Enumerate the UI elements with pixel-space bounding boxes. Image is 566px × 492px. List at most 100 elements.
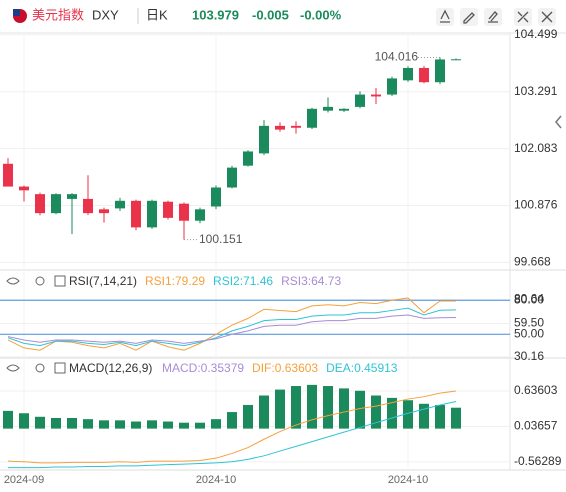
tool-button[interactable] <box>484 8 502 26</box>
y-tick-label: 0.63603 <box>514 383 558 397</box>
macd-line <box>7 390 457 464</box>
change: -0.005 <box>252 7 289 22</box>
candle-body <box>403 67 413 81</box>
candle-body <box>115 200 125 209</box>
eye-icon[interactable] <box>6 364 20 372</box>
candle-body <box>163 201 173 218</box>
rsi-title: RSI(7,14,21) <box>69 274 137 288</box>
gear-icon[interactable] <box>35 276 45 286</box>
y-tick-label: 99.668 <box>514 255 551 269</box>
legend-entry: DEA:0.45913 <box>326 361 398 375</box>
gear-icon[interactable] <box>35 363 45 373</box>
price: 103.979 <box>192 7 239 22</box>
y-tick-label: 0.03657 <box>514 419 558 433</box>
tool-icon <box>517 11 529 23</box>
collapse-arrow[interactable] <box>555 115 562 129</box>
macd-bar <box>323 386 333 429</box>
macd-bar <box>115 420 125 429</box>
candle-body <box>83 198 93 214</box>
candle-body <box>339 108 349 111</box>
macd-bar <box>99 420 109 429</box>
macd-bar <box>195 422 205 429</box>
annotation: 100.151 <box>199 232 243 246</box>
candle-body <box>19 186 29 191</box>
period[interactable]: 日K <box>146 7 168 22</box>
macd-bar <box>451 407 461 429</box>
toolbar <box>436 8 556 26</box>
symbol: DXY <box>92 7 119 22</box>
rsi-line <box>7 307 457 347</box>
legend-entry: RSI2:71.46 <box>213 274 273 288</box>
legend-entry: RSI1:79.29 <box>145 274 205 288</box>
eye-icon[interactable] <box>6 277 20 285</box>
macd-bar <box>371 395 381 429</box>
candle-body <box>211 187 221 207</box>
macd-bar <box>35 416 45 429</box>
candle-body <box>435 59 445 83</box>
candle-body <box>419 67 429 83</box>
legend-entry: RSI3:64.73 <box>281 274 341 288</box>
annotation: 104.016 <box>375 50 419 64</box>
rsi-line <box>7 314 457 344</box>
candle-body <box>307 108 317 128</box>
macd-bar <box>403 400 413 429</box>
candle-body <box>131 200 141 228</box>
candle-body <box>387 78 397 95</box>
tool-icon <box>541 11 553 23</box>
y-tick-label: 30.16 <box>514 349 544 363</box>
y-tick-label: 80.00 <box>514 292 544 306</box>
y-tick-label: -0.56289 <box>514 454 562 468</box>
index-name: 美元指数 <box>32 7 84 22</box>
legend-entry: MACD:0.35379 <box>162 361 244 375</box>
flag-canton <box>13 9 20 16</box>
change-pct: -0.00% <box>300 7 342 22</box>
tool-button[interactable] <box>460 8 478 26</box>
y-tick-label: 59.50 <box>514 316 544 330</box>
macd-bar <box>435 404 445 429</box>
candle-body <box>51 194 61 214</box>
expand-icon[interactable] <box>54 362 66 374</box>
expand-icon[interactable] <box>54 275 66 287</box>
macd-bar <box>243 404 253 429</box>
candle-body <box>227 167 237 188</box>
candle-body <box>259 125 269 154</box>
y-tick-label: 104.499 <box>514 27 558 41</box>
macd-line <box>8 400 457 469</box>
candle-body <box>195 209 205 221</box>
rsi-line <box>7 297 456 351</box>
legend-entry: DIF:0.63603 <box>252 361 318 375</box>
candle-body <box>35 194 45 214</box>
tool-icon <box>440 9 450 23</box>
candle-body <box>323 106 333 111</box>
macd-bar <box>83 419 93 429</box>
candle-body <box>147 200 157 228</box>
candle-body <box>451 59 461 61</box>
candle-body <box>275 125 285 130</box>
macd-bar <box>419 403 429 429</box>
macd-bar <box>3 410 13 429</box>
macd-title: MACD(12,26,9) <box>69 361 152 375</box>
y-tick-label: 103.291 <box>514 84 558 98</box>
x-tick-label: 2024-09 <box>4 474 44 486</box>
candle-body <box>67 194 77 199</box>
candle-body <box>3 163 13 187</box>
macd-bar <box>339 388 349 429</box>
macd-bar <box>307 384 317 429</box>
macd-bar <box>67 417 77 429</box>
macd-bar <box>275 389 285 429</box>
candle-body <box>355 94 365 107</box>
candle-body <box>291 125 301 128</box>
macd-bar <box>51 417 61 429</box>
macd-bar <box>387 397 397 429</box>
macd-bar <box>147 420 157 429</box>
y-tick-label: 50.00 <box>514 326 544 340</box>
macd-bar <box>19 413 29 429</box>
macd-bar <box>131 421 141 429</box>
macd-bar <box>211 419 221 429</box>
tool-icon <box>463 12 475 24</box>
macd-bar <box>163 421 173 429</box>
candle-body <box>99 209 109 214</box>
y-tick-label: 100.876 <box>514 198 558 212</box>
candle-body <box>179 203 189 221</box>
x-tick-label: 2024-10 <box>388 474 428 486</box>
